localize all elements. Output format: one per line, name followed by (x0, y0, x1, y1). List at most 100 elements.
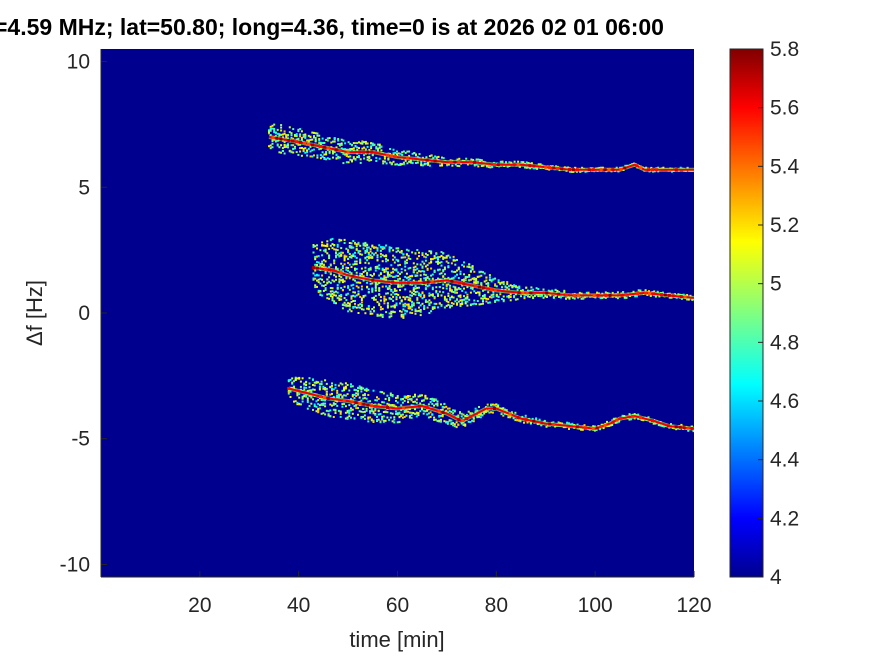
speckle (342, 139, 345, 142)
speckle (328, 280, 331, 283)
speckle (317, 289, 320, 292)
speckle (450, 295, 453, 298)
speckle (353, 393, 356, 396)
speckle (461, 264, 464, 267)
speckle (563, 289, 566, 292)
speckle (566, 296, 569, 299)
colorbar-tick-label: 5.8 (770, 38, 799, 61)
ridge-point (607, 168, 611, 172)
signal-trace-2 (312, 237, 694, 319)
speckle (599, 428, 602, 431)
speckle (431, 273, 434, 276)
speckle (322, 402, 325, 405)
speckle (452, 277, 455, 280)
speckle (364, 261, 367, 264)
speckle (416, 286, 419, 289)
speckle (392, 291, 395, 294)
speckle (369, 250, 372, 253)
speckle (362, 279, 365, 282)
speckle (360, 288, 363, 291)
speckle (501, 298, 503, 300)
speckle (404, 298, 407, 301)
speckle (371, 244, 374, 247)
speckle (335, 248, 337, 251)
speckle (353, 405, 356, 407)
speckle (401, 163, 404, 166)
speckle (449, 304, 452, 307)
speckle (548, 168, 551, 171)
speckle (323, 141, 326, 144)
speckle (450, 410, 453, 413)
speckle (351, 393, 354, 396)
speckle (322, 404, 325, 407)
speckle (306, 154, 309, 157)
speckle (411, 294, 414, 297)
speckle (400, 404, 403, 407)
speckle (346, 409, 349, 412)
speckle (379, 252, 382, 255)
speckle (367, 394, 370, 396)
speckle (321, 151, 324, 154)
speckle (306, 397, 309, 400)
speckle (450, 270, 453, 273)
speckle (400, 285, 403, 288)
speckle (320, 383, 323, 386)
speckle (480, 283, 483, 286)
speckle (654, 295, 657, 298)
speckle (364, 269, 367, 272)
speckle (352, 300, 355, 302)
speckle (374, 286, 377, 288)
speckle (354, 242, 356, 245)
speckle (424, 265, 427, 268)
speckle (445, 287, 448, 290)
speckle (435, 286, 438, 289)
speckle (366, 156, 369, 159)
speckle (352, 278, 355, 281)
speckle (317, 255, 320, 258)
speckle (532, 297, 535, 300)
speckle (283, 152, 286, 155)
speckle (513, 296, 516, 299)
speckle (442, 157, 445, 160)
speckle (490, 403, 493, 406)
speckle (347, 161, 350, 164)
speckle (492, 293, 495, 296)
speckle (454, 291, 457, 294)
speckle (331, 247, 334, 250)
speckle (383, 302, 386, 305)
speckle (358, 385, 361, 388)
speckle (348, 412, 351, 415)
speckle (369, 256, 372, 259)
speckle (311, 155, 314, 158)
speckle (306, 401, 309, 403)
ridge-point (521, 291, 525, 295)
ridge-point (635, 164, 639, 168)
speckle (459, 303, 462, 305)
speckle (395, 399, 397, 402)
speckle (351, 408, 354, 411)
speckle (424, 287, 427, 290)
speckle (404, 269, 407, 272)
ridge-point (370, 150, 374, 154)
speckle (648, 290, 650, 293)
speckle (476, 300, 479, 302)
speckle (438, 256, 441, 258)
speckle (287, 379, 290, 382)
speckle (338, 275, 341, 278)
speckle (421, 164, 424, 167)
speckle (544, 295, 547, 298)
speckle (450, 290, 453, 293)
speckle (271, 146, 274, 149)
ridge-point (508, 412, 512, 416)
speckle (457, 415, 460, 418)
speckle (332, 396, 335, 398)
speckle (305, 394, 308, 397)
speckle (452, 291, 455, 294)
speckle (454, 287, 457, 290)
ridge-point (425, 406, 429, 409)
speckle (471, 419, 474, 422)
speckle (445, 283, 448, 286)
speckle (400, 415, 403, 417)
speckle (356, 142, 359, 145)
speckle (558, 296, 561, 298)
